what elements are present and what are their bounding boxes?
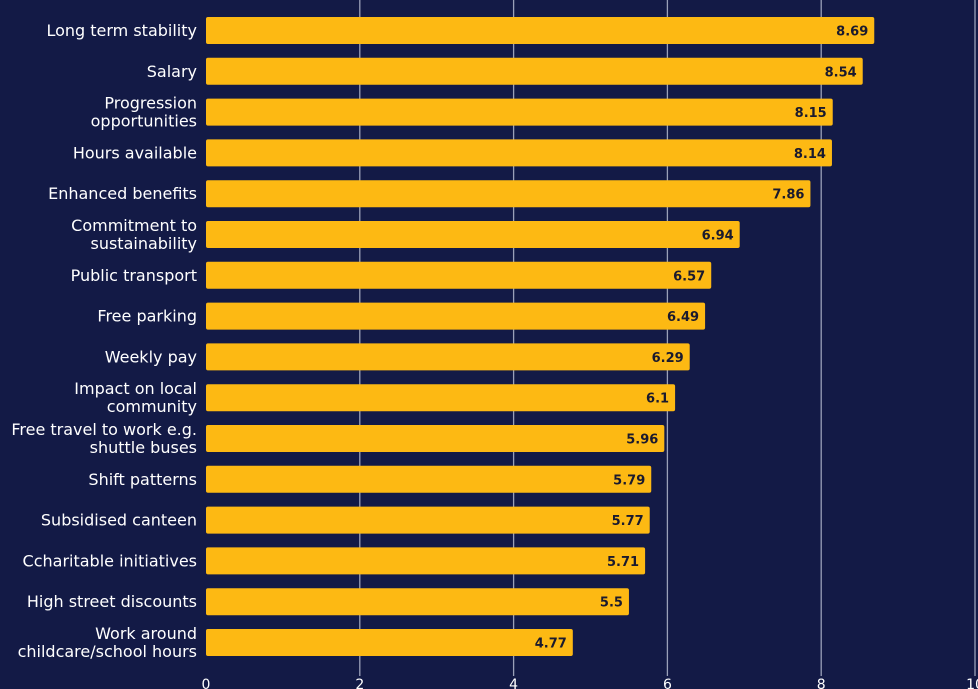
category-label: Salary (147, 62, 197, 81)
x-axis-tick-labels: 0 2 4 6 8 10 (202, 677, 978, 689)
x-tick-label: 2 (355, 677, 364, 689)
category-label-line: sustainability (90, 234, 197, 253)
category-label-line: Salary (147, 62, 197, 81)
bar-value-label: 6.29 (652, 351, 684, 366)
category-label-line: Commitment to (71, 216, 197, 235)
category-label-line: Ccharitable initiatives (23, 551, 197, 570)
category-label: Hours available (73, 143, 197, 162)
bar-value-label: 5.79 (613, 473, 645, 488)
category-label: Weekly pay (105, 347, 197, 366)
bar (206, 465, 652, 493)
bar-value-label: 5.5 (600, 596, 623, 611)
bar-value-label: 6.57 (673, 269, 705, 284)
x-tick-label: 4 (509, 677, 518, 689)
x-tick-label: 0 (202, 677, 211, 689)
x-tick-label: 10 (966, 677, 978, 689)
bar (206, 547, 646, 575)
bar-value-label: 8.69 (836, 25, 868, 40)
bar-value-label: 6.94 (702, 229, 734, 244)
bars (206, 17, 875, 656)
category-label-line: Progression (104, 94, 197, 113)
category-label-line: Long term stability (46, 21, 197, 40)
x-tick-label: 6 (663, 677, 672, 689)
bar-value-label: 5.96 (626, 433, 658, 448)
bar-value-label: 8.14 (794, 147, 826, 162)
bar-value-label: 6.1 (646, 392, 669, 407)
category-label: Enhanced benefits (48, 184, 197, 203)
bar (206, 98, 833, 126)
category-label-line: community (107, 397, 197, 416)
category-label: Public transport (71, 266, 197, 285)
category-labels: Long term stability Salary Progression oppo… (11, 21, 197, 661)
bar-value-label: 8.54 (825, 65, 857, 80)
bar-value-label: 5.77 (612, 514, 644, 529)
category-label-line: High street discounts (27, 592, 197, 611)
bar (206, 343, 690, 371)
bar (206, 17, 875, 44)
category-label-line: Work around (95, 624, 197, 643)
bar (206, 221, 740, 248)
category-label: Long term stability (46, 21, 197, 40)
category-label-line: Public transport (71, 266, 197, 285)
category-label: High street discounts (27, 592, 197, 611)
bar-value-label: 5.71 (607, 555, 639, 570)
category-label: Commitment to sustainability (71, 216, 197, 253)
bar-value-label: 4.77 (535, 637, 567, 652)
category-label-line: Free travel to work e.g. (11, 420, 197, 439)
bar (206, 57, 863, 85)
category-label-line: Hours available (73, 143, 197, 162)
category-label: Progression opportunities (91, 94, 197, 131)
category-label-line: opportunities (91, 112, 197, 131)
category-label-line: Weekly pay (105, 347, 197, 366)
category-label: Work around childcare/school hours (18, 624, 197, 661)
bar (206, 425, 665, 452)
bar (206, 139, 832, 167)
category-label: Impact on local community (74, 379, 197, 416)
bar (206, 302, 706, 330)
value-labels: 8.69 8.54 8.15 8.14 7.86 6.94 6.57 6.49 6.29 6.1 5… (535, 25, 869, 652)
x-tick-label: 8 (817, 677, 826, 689)
category-label-line: Subsidised canteen (41, 511, 197, 530)
bar (206, 629, 573, 656)
bar (206, 506, 650, 534)
category-label-line: Impact on local (74, 379, 197, 398)
bar (206, 180, 811, 208)
category-label: Shift patterns (88, 470, 197, 489)
category-label: Free travel to work e.g. shuttle buses (11, 420, 197, 457)
category-label: Free parking (97, 307, 197, 326)
bar-value-label: 7.86 (772, 188, 804, 203)
bar (206, 588, 629, 616)
category-label: Ccharitable initiatives (23, 551, 197, 570)
bar-value-label: 8.15 (795, 106, 827, 121)
category-label: Subsidised canteen (41, 511, 197, 530)
bar (206, 261, 712, 289)
bar (206, 384, 676, 412)
category-label-line: shuttle buses (90, 438, 197, 457)
category-label-line: Enhanced benefits (48, 184, 197, 203)
category-label-line: childcare/school hours (18, 642, 197, 661)
category-label-line: Free parking (97, 307, 197, 326)
bar-value-label: 6.49 (667, 310, 699, 325)
category-label-line: Shift patterns (88, 470, 197, 489)
